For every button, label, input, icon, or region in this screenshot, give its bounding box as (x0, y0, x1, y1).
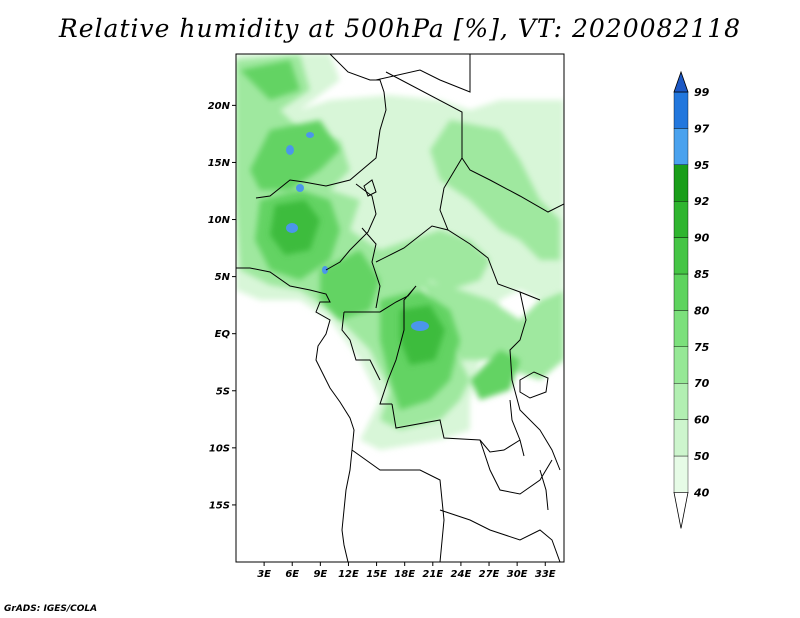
border-sahara (255, 54, 387, 199)
colorbar-segment (673, 383, 689, 420)
colorbar-label: 90 (694, 232, 710, 245)
lake-victoria (519, 371, 549, 399)
lon-tick-label: 12E (338, 569, 359, 580)
colorbar-segment (673, 237, 689, 275)
colorbar-label: 75 (694, 341, 710, 354)
lon-tick-label: 33E (535, 569, 556, 580)
colorbar-segment (673, 455, 689, 493)
coastline-west-africa (236, 267, 355, 562)
colorbar: 40 50 60 70 75 80 85 90 92 95 97 99 (673, 70, 710, 529)
lat-tick-label: 20N (208, 101, 231, 112)
border-drc-south (391, 403, 521, 453)
grads-credit: GrADS: IGES/COLA (4, 604, 98, 614)
map-title: Relative humidity at 500hPa [%], VT: 202… (58, 14, 742, 43)
lake-chad (363, 179, 377, 197)
lon-tick-label: 3E (257, 569, 271, 580)
humidity-field (236, 54, 564, 450)
border-congo (344, 285, 417, 405)
lon-tick-label: 9E (313, 569, 327, 580)
border-south-inland (439, 509, 561, 562)
colorbar-label: 70 (694, 377, 710, 390)
colorbar-segment (673, 419, 689, 457)
border-angola (351, 449, 445, 562)
colorbar-segment (673, 346, 689, 384)
border-libya-chad (385, 71, 463, 231)
colorbar-segment (673, 200, 689, 238)
lon-tick-label: 18E (394, 569, 415, 580)
lake-malawi (539, 469, 549, 511)
colorbar-max-arrow (673, 70, 689, 93)
colorbar-label: 85 (694, 268, 710, 281)
colorbar-label: 60 (694, 414, 710, 427)
lat-tick-label: 5N (215, 272, 231, 283)
lon-tick-label: 21E (422, 569, 443, 580)
colorbar-min-arrow (673, 491, 689, 529)
colorbar-label: 95 (694, 159, 710, 172)
lat-tick-label: EQ (215, 329, 231, 340)
border-nigeria-chad (325, 183, 377, 271)
colorbar-segment (673, 310, 689, 347)
colorbar-segment (673, 164, 689, 202)
axis-labels: 20N 15N 10N 5N EQ 5S 10S 15S 3E 6E 9E 12E 15E 18E 21E 2… (208, 101, 556, 580)
border-gabon (341, 311, 381, 381)
lon-tick-label: 15E (366, 569, 387, 580)
colorbar-label: 40 (693, 486, 710, 499)
border-chad-sudan (461, 157, 564, 213)
colorbar-label: 92 (694, 195, 710, 208)
border-nigeria-cameroon (361, 227, 381, 309)
colorbar-label: 99 (694, 86, 710, 99)
country-borders (236, 54, 564, 562)
lon-tick-label: 30E (507, 569, 528, 580)
border-north-east (375, 54, 471, 93)
colorbar-label: 80 (694, 304, 710, 317)
lat-tick-label: 10N (208, 215, 231, 226)
border-car (375, 225, 541, 301)
lon-tick-label: 6E (285, 569, 299, 580)
lat-tick-label: 15N (208, 158, 231, 169)
lake-tanganyika (509, 399, 525, 457)
lon-tick-label: 24E (451, 569, 472, 580)
colorbar-segment (673, 273, 689, 311)
lat-tick-label: 10S (209, 443, 230, 454)
lat-tick-label: 15S (209, 500, 230, 511)
map-frame (235, 53, 565, 563)
colorbar-label: 50 (694, 450, 710, 463)
humidity-peak-spots (286, 132, 429, 331)
border-east (509, 291, 561, 471)
lat-tick-label: 5S (216, 386, 230, 397)
border-zambia (479, 439, 553, 495)
colorbar-label: 97 (694, 122, 710, 135)
lon-tick-label: 27E (479, 569, 500, 580)
colorbar-segment (673, 128, 689, 165)
colorbar-segment (673, 91, 689, 129)
